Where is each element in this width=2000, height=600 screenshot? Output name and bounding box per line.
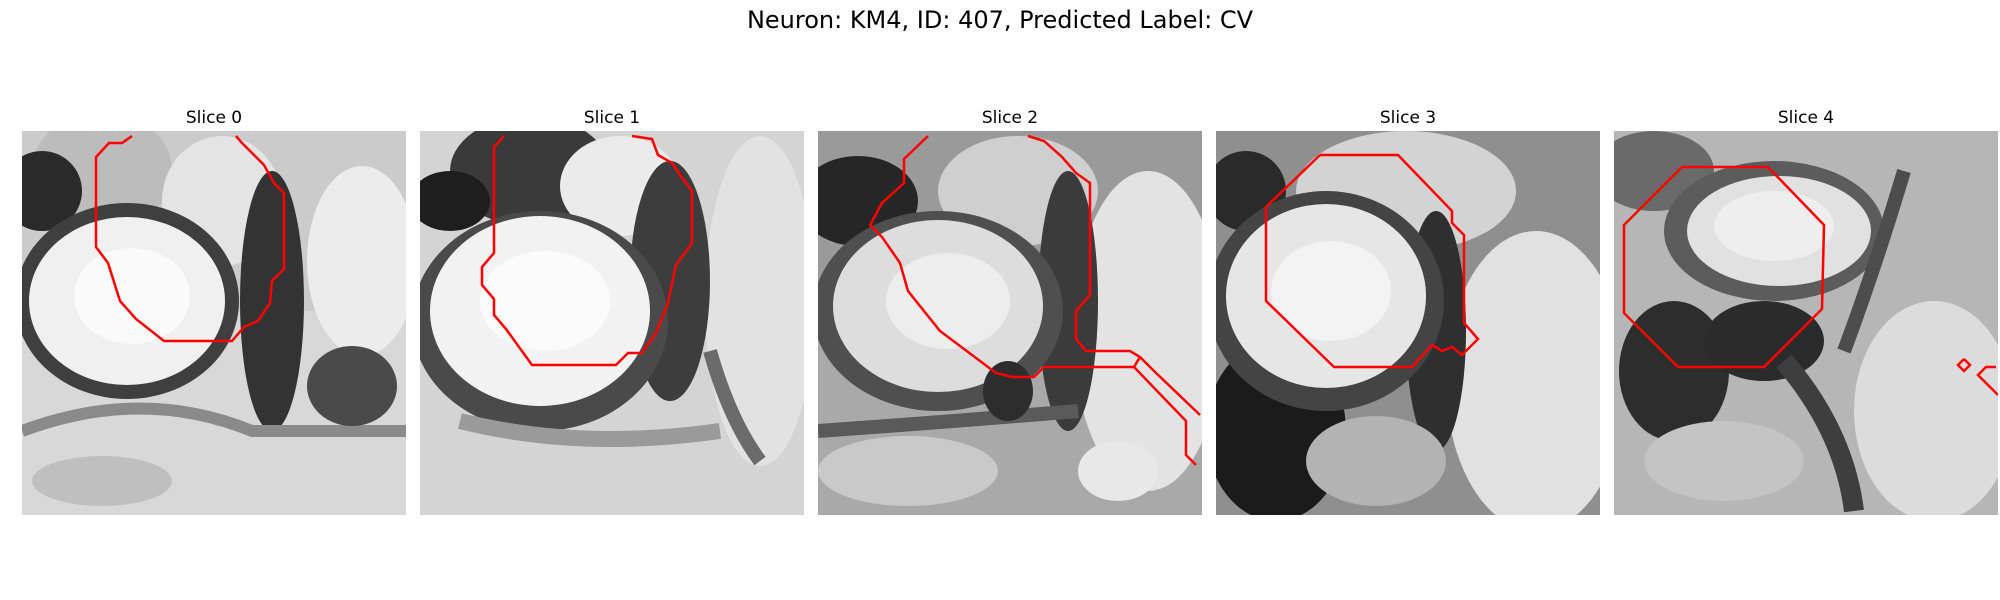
slice-image	[1614, 131, 1998, 515]
slice-image	[1216, 131, 1600, 515]
segmentation-contour	[1956, 358, 1972, 373]
figure-title: Neuron: KM4, ID: 407, Predicted Label: C…	[746, 6, 1254, 34]
slice-panel: Slice 1	[413, 105, 811, 515]
segmentation-contour	[1622, 165, 1826, 369]
slice-panel: Slice 0	[15, 105, 413, 515]
segmentation-contour	[1133, 366, 1197, 466]
slice-panel: Slice 4	[1607, 105, 2000, 515]
slice-title: Slice 0	[185, 108, 243, 128]
slice-title: Slice 2	[981, 108, 1039, 128]
segmentation-contour	[868, 134, 1142, 379]
segmentation-contour	[1264, 153, 1480, 369]
segmentation-contour	[480, 134, 694, 367]
slice-panel: Slice 2	[811, 105, 1209, 515]
slice-title: Slice 4	[1777, 108, 1835, 128]
segmentation-contour	[94, 134, 286, 343]
segmentation-contour	[1976, 365, 1998, 396]
slice-image	[818, 131, 1202, 515]
slice-image	[420, 131, 804, 515]
slice-title: Slice 1	[583, 108, 641, 128]
segmentation-contour	[1139, 356, 1201, 416]
slice-panel: Slice 3	[1209, 105, 1607, 515]
slice-image	[22, 131, 406, 515]
slice-title: Slice 3	[1379, 108, 1437, 128]
